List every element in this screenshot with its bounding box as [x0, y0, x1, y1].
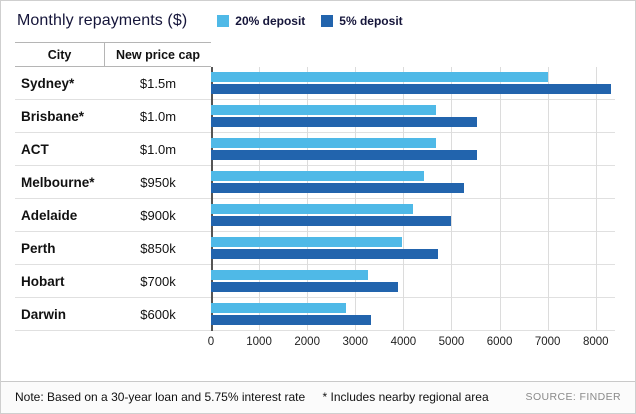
price-cap-value: $950k	[140, 174, 176, 190]
note-asterisk: * Includes nearby regional area	[322, 390, 489, 404]
city-label: Sydney*	[21, 75, 75, 91]
table-row: ACT $1.0m	[15, 133, 615, 166]
price-cap-value: $900k	[140, 207, 176, 223]
price-cap-value: $850k	[140, 240, 176, 256]
city-label: Hobart	[21, 273, 65, 289]
bar-group	[211, 67, 615, 99]
bar-20-deposit	[211, 105, 436, 115]
x-tick-label: 3000	[342, 336, 369, 348]
bar-group	[211, 199, 615, 231]
x-tick-label: 7000	[534, 336, 561, 348]
bar-group	[211, 100, 615, 132]
table-row: Sydney* $1.5m	[15, 67, 615, 100]
legend: 20% deposit 5% deposit	[217, 14, 403, 28]
note-bar: Note: Based on a 30-year loan and 5.75% …	[1, 381, 635, 413]
city-label: Melbourne*	[21, 174, 95, 190]
bar-20-deposit	[211, 237, 402, 247]
x-tick-label: 6000	[486, 336, 513, 348]
bar-5-deposit	[211, 216, 451, 226]
bar-20-deposit	[211, 204, 413, 214]
table-header-row: City New price cap	[15, 42, 615, 67]
table-row: Darwin $600k	[15, 298, 615, 331]
table-row: Perth $850k	[15, 232, 615, 265]
price-cap-value: $1.5m	[139, 75, 177, 91]
note-main: Note: Based on a 30-year loan and 5.75% …	[15, 390, 306, 404]
bar-20-deposit	[211, 270, 369, 280]
legend-label: 20% deposit	[235, 14, 306, 28]
price-cap-value: $600k	[140, 306, 176, 322]
chart-rows: Sydney* $1.5m Brisbane* $1.0m ACT $1.0m Melbou…	[15, 67, 615, 331]
x-tick-label: 4000	[390, 336, 417, 348]
price-cap-value: $1.0m	[139, 141, 177, 157]
chart-header: Monthly repayments ($) 20% deposit 5% de…	[1, 1, 635, 38]
source-label: SOURCE: FINDER	[525, 391, 621, 403]
table-row: Melbourne* $950k	[15, 166, 615, 199]
bar-20-deposit	[211, 171, 425, 181]
bar-20-deposit	[211, 138, 436, 148]
x-tick-label: 8000	[582, 336, 609, 348]
table-row: Hobart $700k	[15, 265, 615, 298]
bar-20-deposit	[211, 303, 346, 313]
bar-group	[211, 166, 615, 198]
legend-label: 5% deposit	[339, 14, 403, 28]
bar-5-deposit	[211, 117, 478, 127]
city-label: Adelaide	[21, 207, 78, 223]
bar-5-deposit	[211, 183, 465, 193]
bar-5-deposit	[211, 282, 398, 292]
bar-5-deposit	[211, 315, 372, 325]
table-and-chart: City New price cap Sydney* $1.5m Brisbane*…	[15, 42, 615, 351]
bar-group	[211, 133, 615, 165]
page-title: Monthly repayments ($)	[17, 12, 188, 29]
x-axis-ticks: 0 1000 2000 3000 4000 5000 6000 7000 8000	[207, 331, 615, 351]
bar-5-deposit	[211, 150, 478, 160]
bar-5-deposit	[211, 249, 438, 259]
column-header-price-cap: New price cap	[105, 42, 211, 67]
note-text: Note: Based on a 30-year loan and 5.75% …	[15, 390, 489, 404]
x-tick-label: 5000	[438, 336, 465, 348]
price-cap-value: $1.0m	[139, 108, 177, 124]
table-row: Adelaide $900k	[15, 199, 615, 232]
x-tick-label: 2000	[294, 336, 320, 348]
legend-item-5-deposit: 5% deposit	[321, 14, 403, 28]
bar-20-deposit	[211, 72, 548, 82]
bar-group	[211, 232, 615, 264]
city-label: Perth	[21, 240, 56, 256]
legend-swatch-5-deposit	[321, 15, 334, 27]
x-tick-label: 1000	[246, 336, 272, 348]
column-header-city: City	[15, 42, 105, 67]
city-label: Brisbane*	[21, 108, 85, 124]
bar-5-deposit	[211, 84, 612, 94]
city-label: ACT	[21, 141, 49, 157]
table-row: Brisbane* $1.0m	[15, 100, 615, 133]
price-cap-value: $700k	[140, 273, 176, 289]
x-tick-label: 0	[207, 336, 215, 348]
x-axis: 0 1000 2000 3000 4000 5000 6000 7000 8000	[15, 331, 615, 351]
bar-group	[211, 265, 615, 297]
legend-swatch-20-deposit	[217, 15, 230, 27]
city-label: Darwin	[21, 306, 67, 322]
bar-group	[211, 298, 615, 330]
legend-item-20-deposit: 20% deposit	[217, 14, 305, 28]
